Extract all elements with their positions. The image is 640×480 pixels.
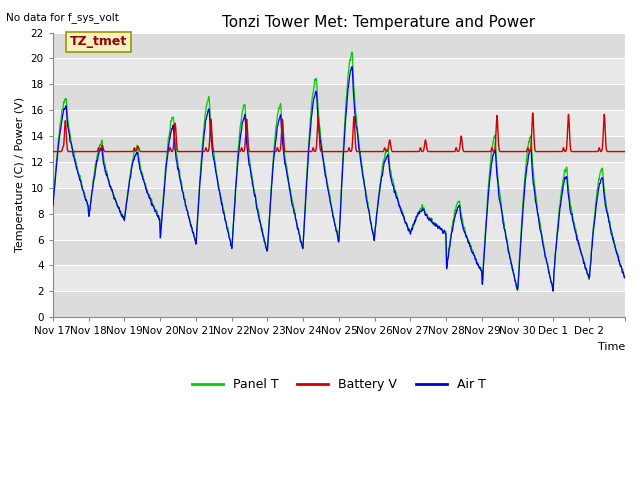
Line: Panel T: Panel T (53, 52, 625, 290)
Text: No data for f_sys_volt: No data for f_sys_volt (6, 12, 119, 23)
Bar (53, 291, 625, 317)
Y-axis label: Temperature (C) / Power (V): Temperature (C) / Power (V) (15, 97, 25, 252)
Battery V (106, 149, 114, 155)
Title: Tonzi Tower Met: Temperature and Power: Tonzi Tower Met: Temperature and Power (223, 15, 536, 30)
X-axis label: Time: Time (598, 342, 625, 352)
Bar (53, 162, 625, 188)
Battery V (613, 149, 621, 155)
Bar (53, 110, 625, 136)
Battery V (511, 149, 519, 155)
Line: Air T: Air T (53, 67, 625, 291)
Panel T (106, 182, 114, 188)
Bar (53, 188, 625, 214)
Bar (53, 33, 625, 59)
Air T (621, 274, 629, 280)
Panel T (348, 49, 356, 55)
Panel T (544, 263, 552, 269)
Air T (511, 278, 519, 284)
Air T (230, 221, 237, 227)
Panel T (513, 288, 521, 293)
Air T (374, 204, 381, 210)
Bar (53, 136, 625, 162)
Bar (53, 240, 625, 265)
Panel T (230, 218, 237, 224)
Air T (49, 203, 57, 209)
Battery V (230, 149, 237, 155)
Panel T (621, 275, 629, 280)
Panel T (49, 201, 57, 206)
Air T (544, 263, 552, 269)
Bar (53, 265, 625, 291)
Battery V (529, 110, 537, 116)
Air T (549, 288, 557, 294)
Air T (106, 183, 114, 189)
Bar (53, 84, 625, 110)
Panel T (374, 203, 381, 209)
Bar (53, 214, 625, 240)
Bar (53, 59, 625, 84)
Panel T (511, 280, 519, 286)
Air T (348, 64, 356, 70)
Text: TZ_tmet: TZ_tmet (70, 36, 127, 48)
Line: Battery V: Battery V (53, 113, 625, 152)
Battery V (621, 149, 629, 155)
Air T (614, 252, 621, 258)
Battery V (374, 149, 381, 155)
Battery V (544, 149, 552, 155)
Panel T (614, 250, 621, 255)
Legend: Panel T, Battery V, Air T: Panel T, Battery V, Air T (187, 373, 492, 396)
Battery V (49, 149, 57, 155)
